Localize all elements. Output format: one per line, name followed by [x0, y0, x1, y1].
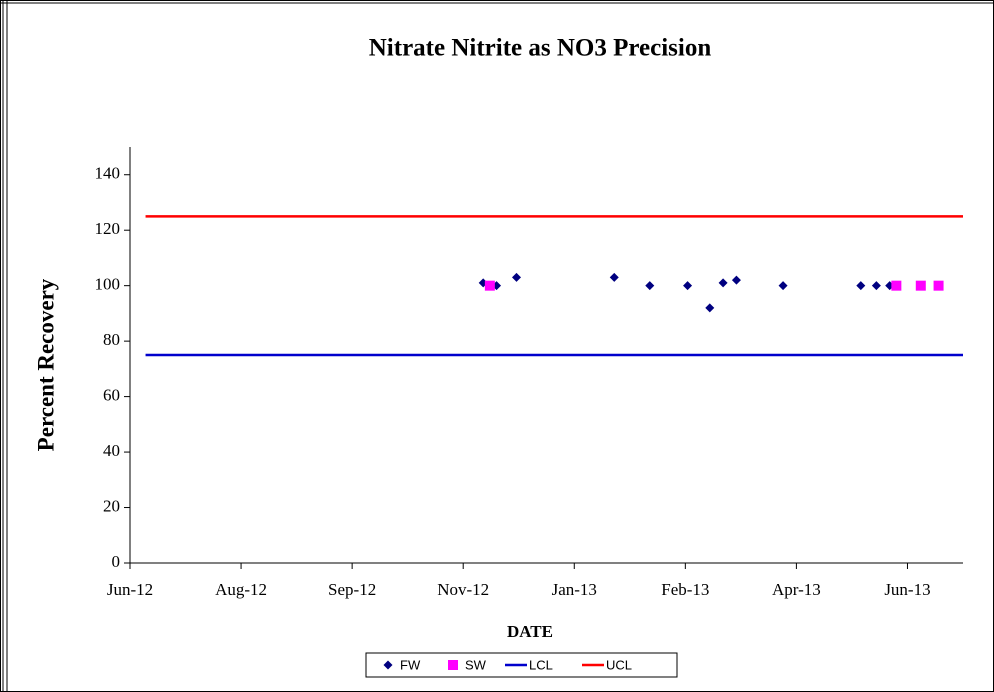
x-tick-label: Apr-13: [772, 580, 821, 599]
y-tick-label: 80: [103, 330, 120, 349]
data-point: [778, 281, 788, 291]
y-axis-label: Percent Recovery: [33, 278, 58, 451]
y-tick-label: 100: [95, 275, 121, 294]
y-tick-label: 140: [95, 164, 121, 183]
x-tick-label: Jun-13: [884, 580, 930, 599]
x-axis-label: DATE: [507, 622, 553, 641]
legend-label: FW: [400, 657, 421, 672]
data-point: [731, 275, 741, 285]
data-point: [512, 272, 522, 282]
data-point: [933, 280, 944, 291]
x-tick-label: Jun-12: [107, 580, 153, 599]
y-tick-label: 0: [112, 552, 121, 571]
data-point: [871, 281, 881, 291]
data-point: [683, 281, 693, 291]
data-point: [856, 281, 866, 291]
data-point: [645, 281, 655, 291]
y-tick-label: 120: [95, 219, 121, 238]
data-point: [484, 280, 495, 291]
x-tick-label: Jan-13: [552, 580, 597, 599]
legend-label: SW: [465, 657, 487, 672]
legend-label: LCL: [529, 657, 553, 672]
legend-swatch: [383, 660, 393, 670]
data-point: [609, 272, 619, 282]
legend-swatch: [448, 660, 458, 670]
y-tick-label: 20: [103, 496, 120, 515]
data-point: [915, 280, 926, 291]
x-tick-label: Aug-12: [215, 580, 267, 599]
data-point: [705, 303, 715, 313]
x-tick-label: Feb-13: [661, 580, 709, 599]
data-point: [718, 278, 728, 288]
legend-label: UCL: [606, 657, 632, 672]
y-tick-label: 60: [103, 386, 120, 405]
y-tick-label: 40: [103, 441, 120, 460]
x-tick-label: Sep-12: [328, 580, 376, 599]
x-tick-label: Nov-12: [437, 580, 489, 599]
data-point: [891, 280, 902, 291]
chart-title: Nitrate Nitrite as NO3 Precision: [369, 35, 712, 62]
